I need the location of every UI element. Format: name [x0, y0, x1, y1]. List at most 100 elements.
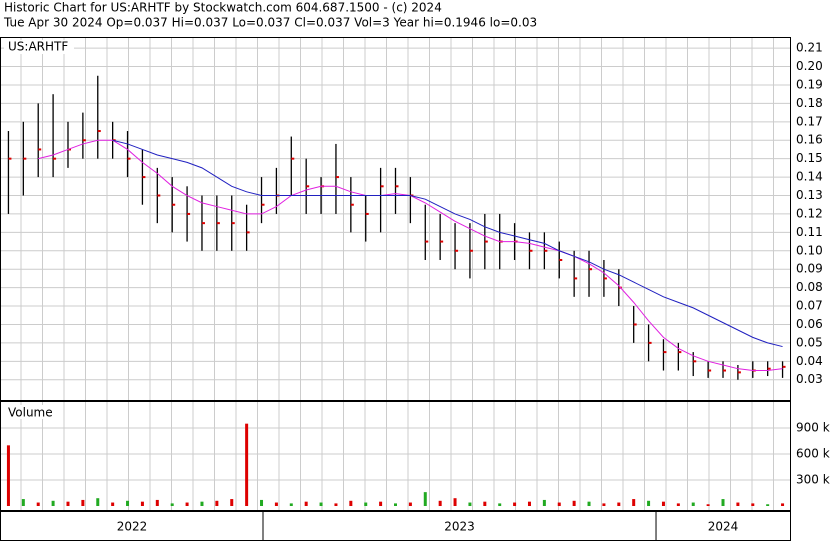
close-mark: [231, 222, 235, 225]
volume-bar: [423, 492, 427, 506]
volume-bar: [319, 502, 323, 506]
year-frame: [0, 511, 791, 541]
volume-bar: [468, 502, 472, 506]
close-mark: [216, 222, 220, 225]
volume-bar: [542, 499, 546, 506]
volume-bar: [51, 500, 55, 506]
y-tick-label: 0.04: [796, 354, 823, 368]
volume-bar: [66, 501, 70, 506]
x-tick-label: 2022: [117, 520, 148, 534]
close-mark: [142, 176, 146, 179]
volume-bar: [140, 501, 144, 506]
volume-bar: [21, 499, 25, 506]
volume-bar: [766, 504, 770, 506]
y-tick-label: 0.21: [796, 41, 823, 55]
volume-bar: [349, 500, 353, 506]
volume-bar: [498, 503, 502, 506]
close-mark: [529, 249, 533, 252]
volume-bar: [781, 503, 785, 506]
close-mark: [157, 194, 161, 197]
y-tick-label: 0.16: [796, 133, 823, 147]
y-tick-label: 0.18: [796, 96, 823, 110]
close-mark: [395, 185, 399, 188]
y-tick-label: 0.03: [796, 372, 823, 386]
y-tick-label: 0.13: [796, 188, 823, 202]
y-tick-label: 300 k: [796, 473, 830, 487]
volume-bar: [81, 499, 85, 506]
quote-line: Tue Apr 30 2024 Op=0.037 Hi=0.037 Lo=0.0…: [3, 16, 537, 30]
close-mark: [350, 203, 354, 206]
volume-bar: [185, 502, 189, 506]
close-mark: [97, 130, 101, 133]
close-mark: [663, 351, 667, 354]
y-tick-label: 0.20: [796, 59, 823, 73]
close-mark: [708, 369, 712, 372]
close-mark: [172, 203, 176, 206]
close-mark: [187, 212, 191, 215]
moving-average: [112, 139, 783, 348]
volume-bar: [602, 503, 606, 506]
close-mark: [559, 258, 563, 261]
volume-bar: [96, 498, 100, 506]
volume-bar: [6, 445, 10, 506]
close-mark: [23, 157, 27, 160]
close-mark: [82, 139, 86, 142]
y-tick-label: 0.06: [796, 317, 823, 331]
volume-bar: [215, 500, 219, 506]
close-mark: [127, 157, 131, 160]
volume-bar: [632, 499, 636, 506]
y-tick-label: 0.19: [796, 77, 823, 91]
y-tick-label: 900 k: [796, 421, 830, 435]
volume-bar: [289, 503, 293, 506]
close-mark: [291, 157, 295, 160]
close-mark: [469, 249, 473, 252]
volume-bar: [111, 502, 115, 506]
y-tick-label: 0.09: [796, 262, 823, 276]
volume-bar: [304, 501, 308, 506]
volume-bar: [676, 503, 680, 506]
close-mark: [574, 277, 578, 280]
y-tick-label: 0.08: [796, 280, 823, 294]
volume-bar: [230, 499, 234, 506]
volume-bar: [274, 502, 278, 506]
y-tick-label: 0.15: [796, 151, 823, 165]
volume-bar: [557, 502, 561, 506]
close-mark: [767, 367, 771, 370]
close-mark: [53, 157, 57, 160]
close-mark: [440, 240, 444, 243]
volume-bar: [408, 502, 412, 506]
close-mark: [201, 222, 205, 225]
close-mark: [261, 203, 265, 206]
volume-bar: [36, 502, 40, 506]
plot: [6, 75, 786, 506]
x-tick-label: 2024: [708, 520, 739, 534]
volume-bar: [379, 501, 383, 506]
y-tick-label: 0.12: [796, 206, 823, 220]
price-frame: [0, 37, 791, 401]
close-mark: [633, 323, 637, 326]
volume-bar: [453, 498, 457, 506]
close-mark: [484, 240, 488, 243]
y-tick-label: 0.07: [796, 299, 823, 313]
close-mark: [365, 212, 369, 215]
close-mark: [455, 249, 459, 252]
close-mark: [544, 249, 548, 252]
y-tick-label: 0.05: [796, 335, 823, 349]
close-mark: [648, 341, 652, 344]
volume-bar: [245, 423, 249, 506]
close-mark: [246, 231, 250, 234]
volume-frame: [0, 401, 791, 511]
volume-bar: [513, 502, 517, 506]
volume-bar: [647, 500, 651, 506]
x-tick-label: 2023: [444, 520, 475, 534]
y-tick-label: 0.11: [796, 225, 823, 239]
volume-bar: [587, 501, 591, 506]
close-mark: [693, 360, 697, 363]
volume-bar: [706, 504, 710, 506]
volume-bar: [527, 501, 531, 506]
volume-bar: [438, 500, 442, 506]
close-mark: [335, 176, 339, 179]
y-tick-label: 0.17: [796, 114, 823, 128]
